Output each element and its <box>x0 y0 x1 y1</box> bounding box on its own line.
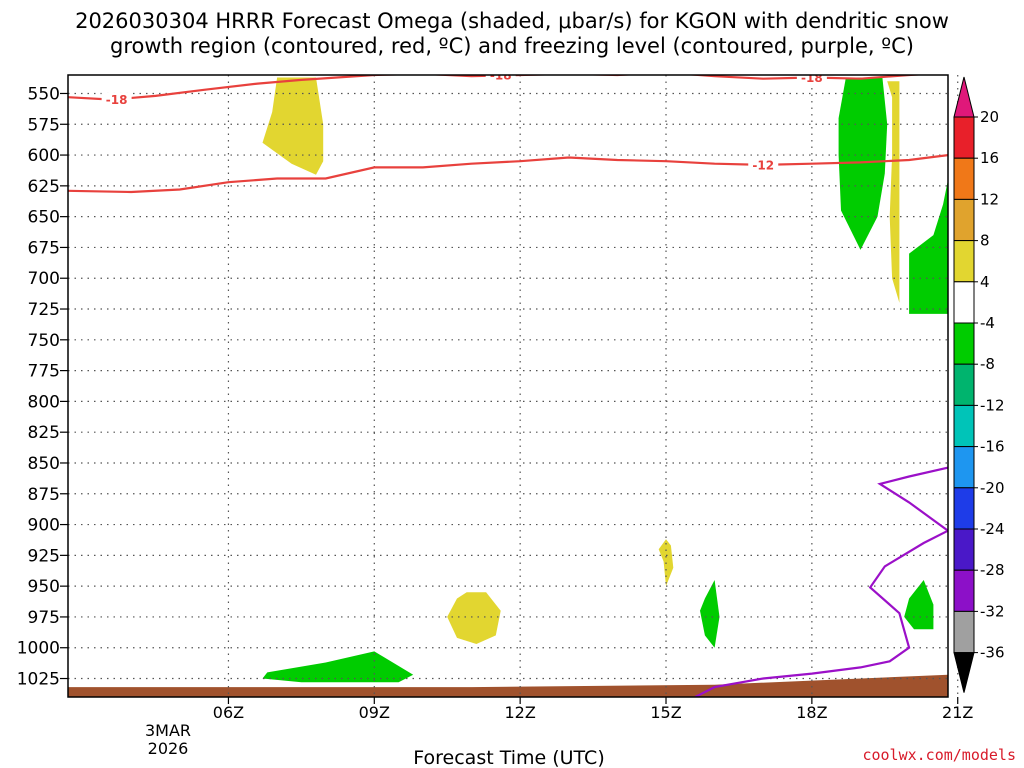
colorbar-label-6: -8 <box>980 355 995 373</box>
x-axis: 06Z 09Z 12Z 15Z 18Z 21Z <box>213 697 973 722</box>
plot-border <box>67 74 949 698</box>
colorbar-swatch-5 <box>953 322 975 365</box>
colorbar-label-7: -12 <box>980 396 1005 414</box>
y-tick-label-750: 750 <box>28 331 60 351</box>
y-tick-label-675: 675 <box>28 238 60 258</box>
downward-omega-region-1 <box>447 592 501 644</box>
colorbar-swatch-3 <box>953 240 975 283</box>
colorbar-top-extend <box>953 76 975 118</box>
x-tick-label-15Z: 15Z <box>650 703 681 722</box>
x-date-label-year: 2026 <box>148 739 189 758</box>
colorbar-swatch-9 <box>953 487 975 530</box>
colorbar-label-1: 16 <box>980 149 999 167</box>
y-tick-label-625: 625 <box>28 177 60 197</box>
chart-title-line-1: 2026030304 HRRR Forecast Omega (shaded, … <box>75 9 949 33</box>
y-tick-label-550: 550 <box>28 84 60 104</box>
contour-label-minus18-a-bg <box>101 92 132 107</box>
colorbar-swatch-2 <box>953 198 975 242</box>
y-tick-label-725: 725 <box>28 300 60 320</box>
terrain-surface <box>68 674 948 697</box>
y-tick-label-875: 875 <box>28 485 60 505</box>
contour-label-minus12-bg <box>748 157 779 172</box>
colorbar-label-11: -28 <box>980 561 1005 579</box>
y-tick-label-975: 975 <box>28 608 60 628</box>
credit-text: coolwx.com/models <box>862 746 1016 764</box>
y-tick-label-900: 900 <box>28 516 60 536</box>
x-tick-label-09Z: 09Z <box>359 703 390 722</box>
colorbar-label-2: 12 <box>980 190 999 208</box>
upward-omega-region-8 <box>262 651 414 683</box>
omega-shading <box>262 77 948 683</box>
terrain-layer <box>68 674 948 697</box>
downward-omega-region-0 <box>262 77 324 175</box>
colorbar-label-4: 4 <box>980 273 990 291</box>
contour-label-minus18-a: -18 <box>106 93 128 107</box>
contour-label-minus18-b-bg <box>485 75 516 82</box>
x-date-label-month: 3MAR <box>145 721 191 740</box>
colorbar-label-9: -20 <box>980 479 1005 497</box>
y-tick-label-925: 925 <box>28 546 60 566</box>
x-tick-label-18Z: 18Z <box>796 703 827 722</box>
dgz-contour--12 <box>68 154 948 194</box>
y-tick-label-650: 650 <box>28 208 60 228</box>
contour-label-minus18-c-bg <box>796 75 827 85</box>
dgz-contours: -18 -18 -18 -12 <box>68 69 948 194</box>
x-tick-label-21Z: 21Z <box>942 703 973 722</box>
upward-omega-region-5 <box>909 179 948 314</box>
y-tick-label-850: 850 <box>28 454 60 474</box>
colorbar-swatch-11 <box>953 569 975 612</box>
freezing-level-line <box>694 466 948 697</box>
colorbar-swatch-1 <box>953 157 975 200</box>
y-tick-label-825: 825 <box>28 423 60 443</box>
plot-background <box>68 75 948 697</box>
y-tick-label-1000: 1000 <box>17 639 60 659</box>
colorbar-swatch-7 <box>953 404 975 448</box>
colorbar-label-3: 8 <box>980 232 990 250</box>
colorbar-swatch-8 <box>953 446 975 489</box>
contour-label-minus18-c: -18 <box>801 71 823 85</box>
colorbar-swatch-10 <box>953 528 975 571</box>
colorbar-label-0: 20 <box>980 108 999 126</box>
plot-area <box>68 75 948 697</box>
freezing-level-contour <box>694 466 948 697</box>
colorbar-label-8: -16 <box>980 438 1005 456</box>
y-axis: 550 575 600 625 650 675 700 725 750 775 800 825 850 8… <box>17 84 68 690</box>
x-tick-label-12Z: 12Z <box>504 703 535 722</box>
colorbar-swatch-6 <box>953 363 975 406</box>
contour-label-minus18-b: -18 <box>490 69 512 83</box>
colorbar: 20 16 12 8 4 -4 -8 -12 -16 -20 -24 -28 -32 -36 <box>953 76 1005 693</box>
colorbar-label-5: -4 <box>980 314 995 332</box>
y-tick-label-700: 700 <box>28 269 60 289</box>
chart-title-line-2: growth region (contoured, red, ºC) and f… <box>110 34 914 58</box>
x-axis-title: Forecast Time (UTC) <box>413 747 604 768</box>
colorbar-bottom-extend <box>953 652 975 693</box>
y-tick-label-1025: 1025 <box>17 670 60 690</box>
y-tick-label-950: 950 <box>28 577 60 597</box>
colorbar-label-13: -36 <box>980 644 1005 662</box>
colorbar-swatch-4 <box>953 281 975 324</box>
y-tick-label-800: 800 <box>28 392 60 412</box>
y-tick-label-575: 575 <box>28 115 60 135</box>
colorbar-label-10: -24 <box>980 520 1005 538</box>
colorbar-swatch-12 <box>953 610 975 654</box>
colorbar-label-12: -32 <box>980 602 1005 620</box>
y-tick-label-775: 775 <box>28 362 60 382</box>
plot-frame <box>67 74 949 698</box>
y-tick-label-600: 600 <box>28 146 60 166</box>
colorbar-swatch-0 <box>953 116 975 159</box>
upward-omega-region-6 <box>700 580 720 648</box>
contour-label-minus12: -12 <box>752 158 774 172</box>
downward-omega-region-3 <box>887 81 900 303</box>
upward-omega-region-4 <box>838 77 888 250</box>
x-tick-label-06Z: 06Z <box>213 703 244 722</box>
